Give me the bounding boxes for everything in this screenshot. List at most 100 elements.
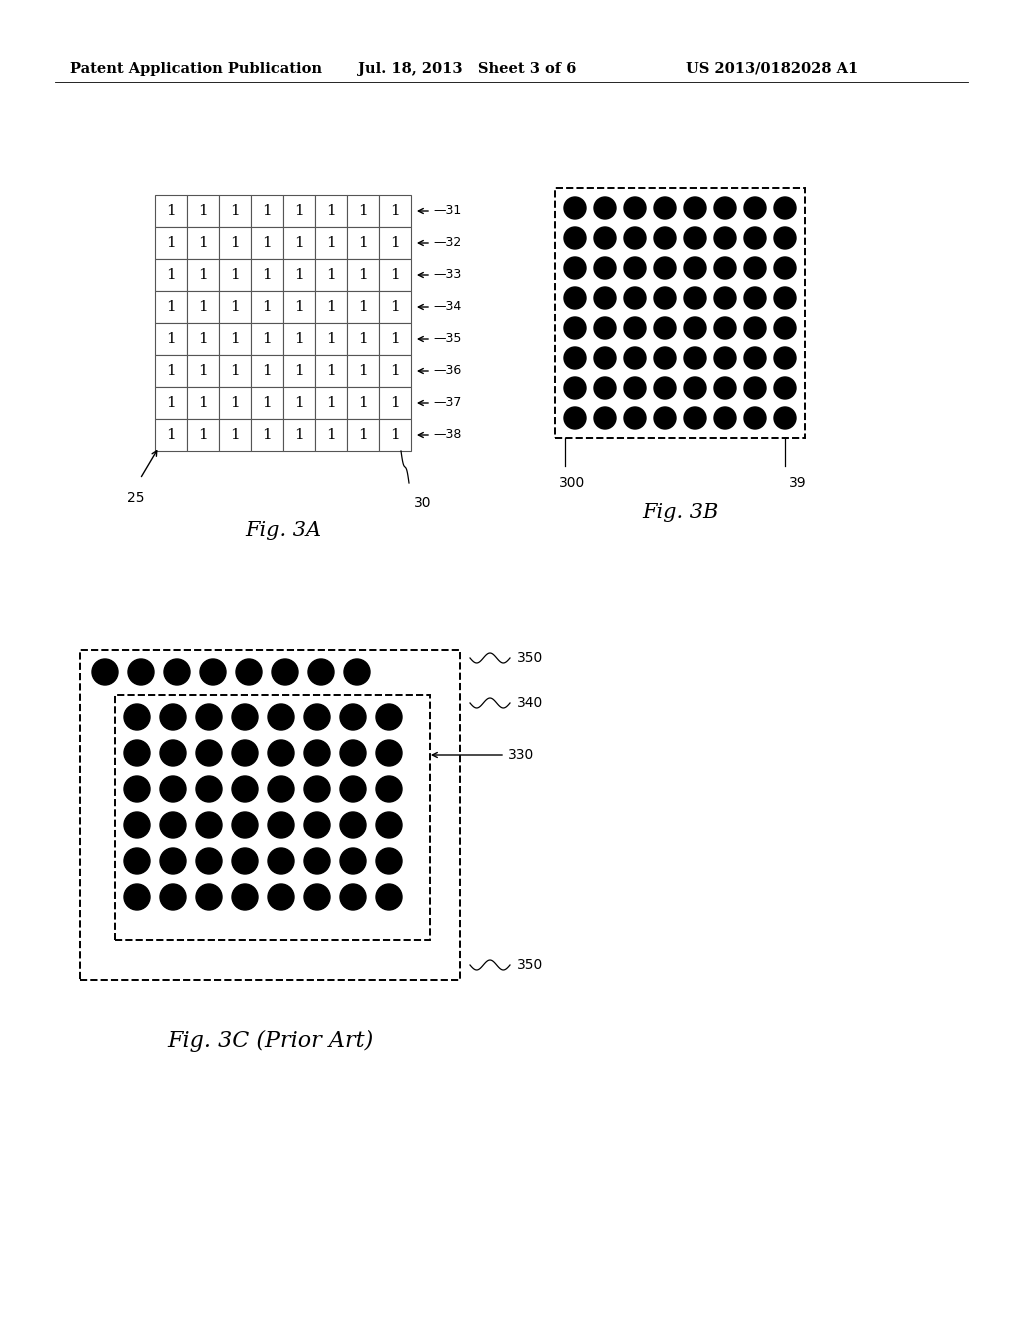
Circle shape <box>196 776 222 803</box>
Bar <box>283 290 315 323</box>
Text: Fig. 3B: Fig. 3B <box>642 503 718 521</box>
Circle shape <box>714 257 736 279</box>
Bar <box>283 227 315 259</box>
Circle shape <box>376 847 402 874</box>
Text: 1: 1 <box>294 205 304 218</box>
Bar <box>187 227 219 259</box>
Circle shape <box>196 812 222 838</box>
Bar <box>283 323 315 355</box>
Text: 1: 1 <box>390 396 400 411</box>
Text: 1: 1 <box>262 205 272 218</box>
Circle shape <box>232 884 258 909</box>
Circle shape <box>268 812 294 838</box>
Circle shape <box>714 407 736 429</box>
Text: 350: 350 <box>517 651 544 665</box>
Circle shape <box>200 659 226 685</box>
Bar <box>219 418 251 451</box>
Circle shape <box>124 776 150 803</box>
Bar <box>283 418 315 451</box>
Bar <box>315 259 347 290</box>
Circle shape <box>594 197 616 219</box>
Circle shape <box>160 847 186 874</box>
Circle shape <box>160 741 186 766</box>
Circle shape <box>344 659 370 685</box>
Bar <box>315 195 347 227</box>
Circle shape <box>92 659 118 685</box>
Circle shape <box>654 378 676 399</box>
Circle shape <box>340 884 366 909</box>
Circle shape <box>594 378 616 399</box>
Bar <box>315 323 347 355</box>
Circle shape <box>744 227 766 249</box>
Text: 1: 1 <box>166 428 176 442</box>
Bar <box>155 355 187 387</box>
Circle shape <box>774 378 796 399</box>
Text: 1: 1 <box>166 333 176 346</box>
Text: 1: 1 <box>166 268 176 282</box>
Circle shape <box>196 884 222 909</box>
Text: 1: 1 <box>358 205 368 218</box>
Text: 330: 330 <box>508 748 535 762</box>
Bar <box>187 355 219 387</box>
Circle shape <box>376 884 402 909</box>
Bar <box>251 227 283 259</box>
Circle shape <box>124 812 150 838</box>
Bar <box>347 227 379 259</box>
Bar <box>155 290 187 323</box>
Text: 1: 1 <box>390 300 400 314</box>
Circle shape <box>654 286 676 309</box>
Circle shape <box>654 257 676 279</box>
Text: 1: 1 <box>326 300 336 314</box>
Text: —37: —37 <box>433 396 462 409</box>
Circle shape <box>654 197 676 219</box>
Circle shape <box>160 704 186 730</box>
Bar <box>115 696 430 940</box>
Text: 1: 1 <box>262 428 272 442</box>
Circle shape <box>594 347 616 370</box>
Text: 1: 1 <box>294 396 304 411</box>
Circle shape <box>714 378 736 399</box>
Text: 1: 1 <box>166 364 176 378</box>
Circle shape <box>268 847 294 874</box>
Bar <box>379 323 411 355</box>
Bar <box>187 323 219 355</box>
Text: 1: 1 <box>262 300 272 314</box>
Text: 30: 30 <box>414 496 431 510</box>
Circle shape <box>564 197 586 219</box>
Bar <box>315 418 347 451</box>
Circle shape <box>160 812 186 838</box>
Text: 1: 1 <box>198 268 208 282</box>
Circle shape <box>714 286 736 309</box>
Circle shape <box>624 286 646 309</box>
Bar <box>251 195 283 227</box>
Bar <box>155 323 187 355</box>
Circle shape <box>654 347 676 370</box>
Bar <box>379 227 411 259</box>
Text: 1: 1 <box>166 236 176 249</box>
Bar <box>219 387 251 418</box>
Bar <box>155 418 187 451</box>
Circle shape <box>654 407 676 429</box>
Circle shape <box>624 197 646 219</box>
Text: 300: 300 <box>559 477 586 490</box>
Circle shape <box>196 847 222 874</box>
Circle shape <box>774 227 796 249</box>
Bar <box>187 418 219 451</box>
Circle shape <box>128 659 154 685</box>
Text: US 2013/0182028 A1: US 2013/0182028 A1 <box>686 62 858 77</box>
Text: 1: 1 <box>326 236 336 249</box>
Text: 1: 1 <box>262 364 272 378</box>
Circle shape <box>124 704 150 730</box>
Bar <box>251 418 283 451</box>
Text: 1: 1 <box>294 428 304 442</box>
Circle shape <box>124 847 150 874</box>
Circle shape <box>376 812 402 838</box>
Text: —32: —32 <box>433 236 461 249</box>
Circle shape <box>744 257 766 279</box>
Circle shape <box>124 741 150 766</box>
Bar <box>283 195 315 227</box>
Circle shape <box>774 347 796 370</box>
Circle shape <box>744 347 766 370</box>
Circle shape <box>268 776 294 803</box>
Text: 1: 1 <box>198 236 208 249</box>
